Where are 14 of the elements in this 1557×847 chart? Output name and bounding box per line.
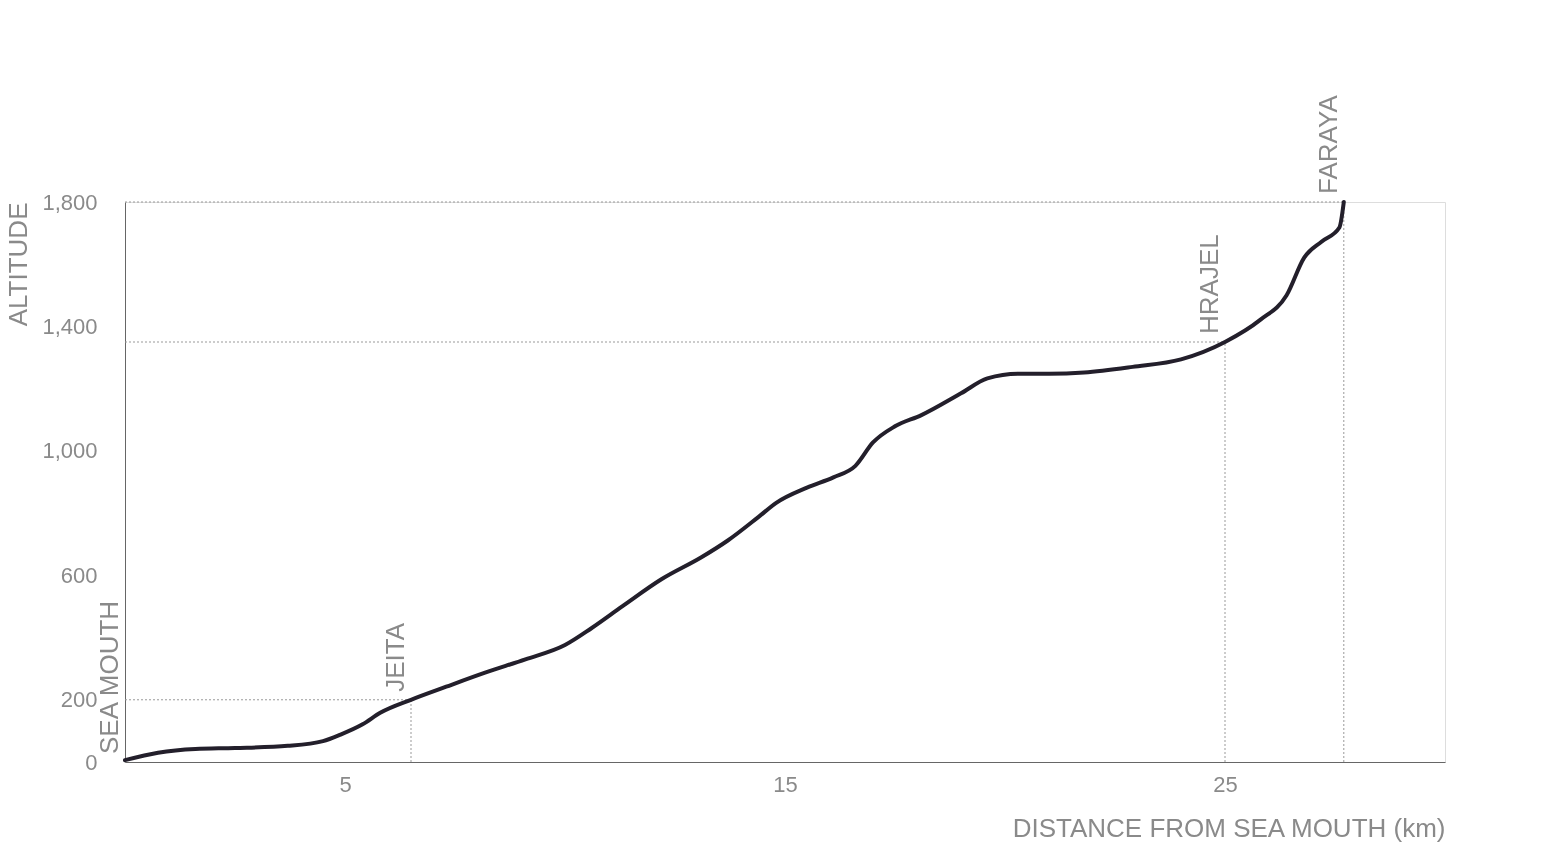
- y-tick-label: 1,800: [42, 189, 98, 215]
- x-tick-label: 25: [1213, 771, 1238, 797]
- y-tick-label: 0: [85, 749, 98, 775]
- x-tick-label: 15: [773, 771, 798, 797]
- y-tick-label: 1,400: [42, 313, 98, 339]
- x-tick-label: 5: [339, 771, 352, 797]
- annotation: JEITA: [380, 622, 410, 692]
- x-axis-title: DISTANCE FROM SEA MOUTH (km): [1012, 812, 1446, 843]
- y-tick-label: 600: [60, 562, 98, 588]
- annotation: FARAYA: [1312, 94, 1343, 194]
- line-series: [123, 200, 1346, 763]
- y-axis-title: ALTITUDE: [3, 202, 34, 327]
- y-tick-label: 1,000: [42, 438, 98, 464]
- annotation: HRAJEL: [1194, 234, 1224, 334]
